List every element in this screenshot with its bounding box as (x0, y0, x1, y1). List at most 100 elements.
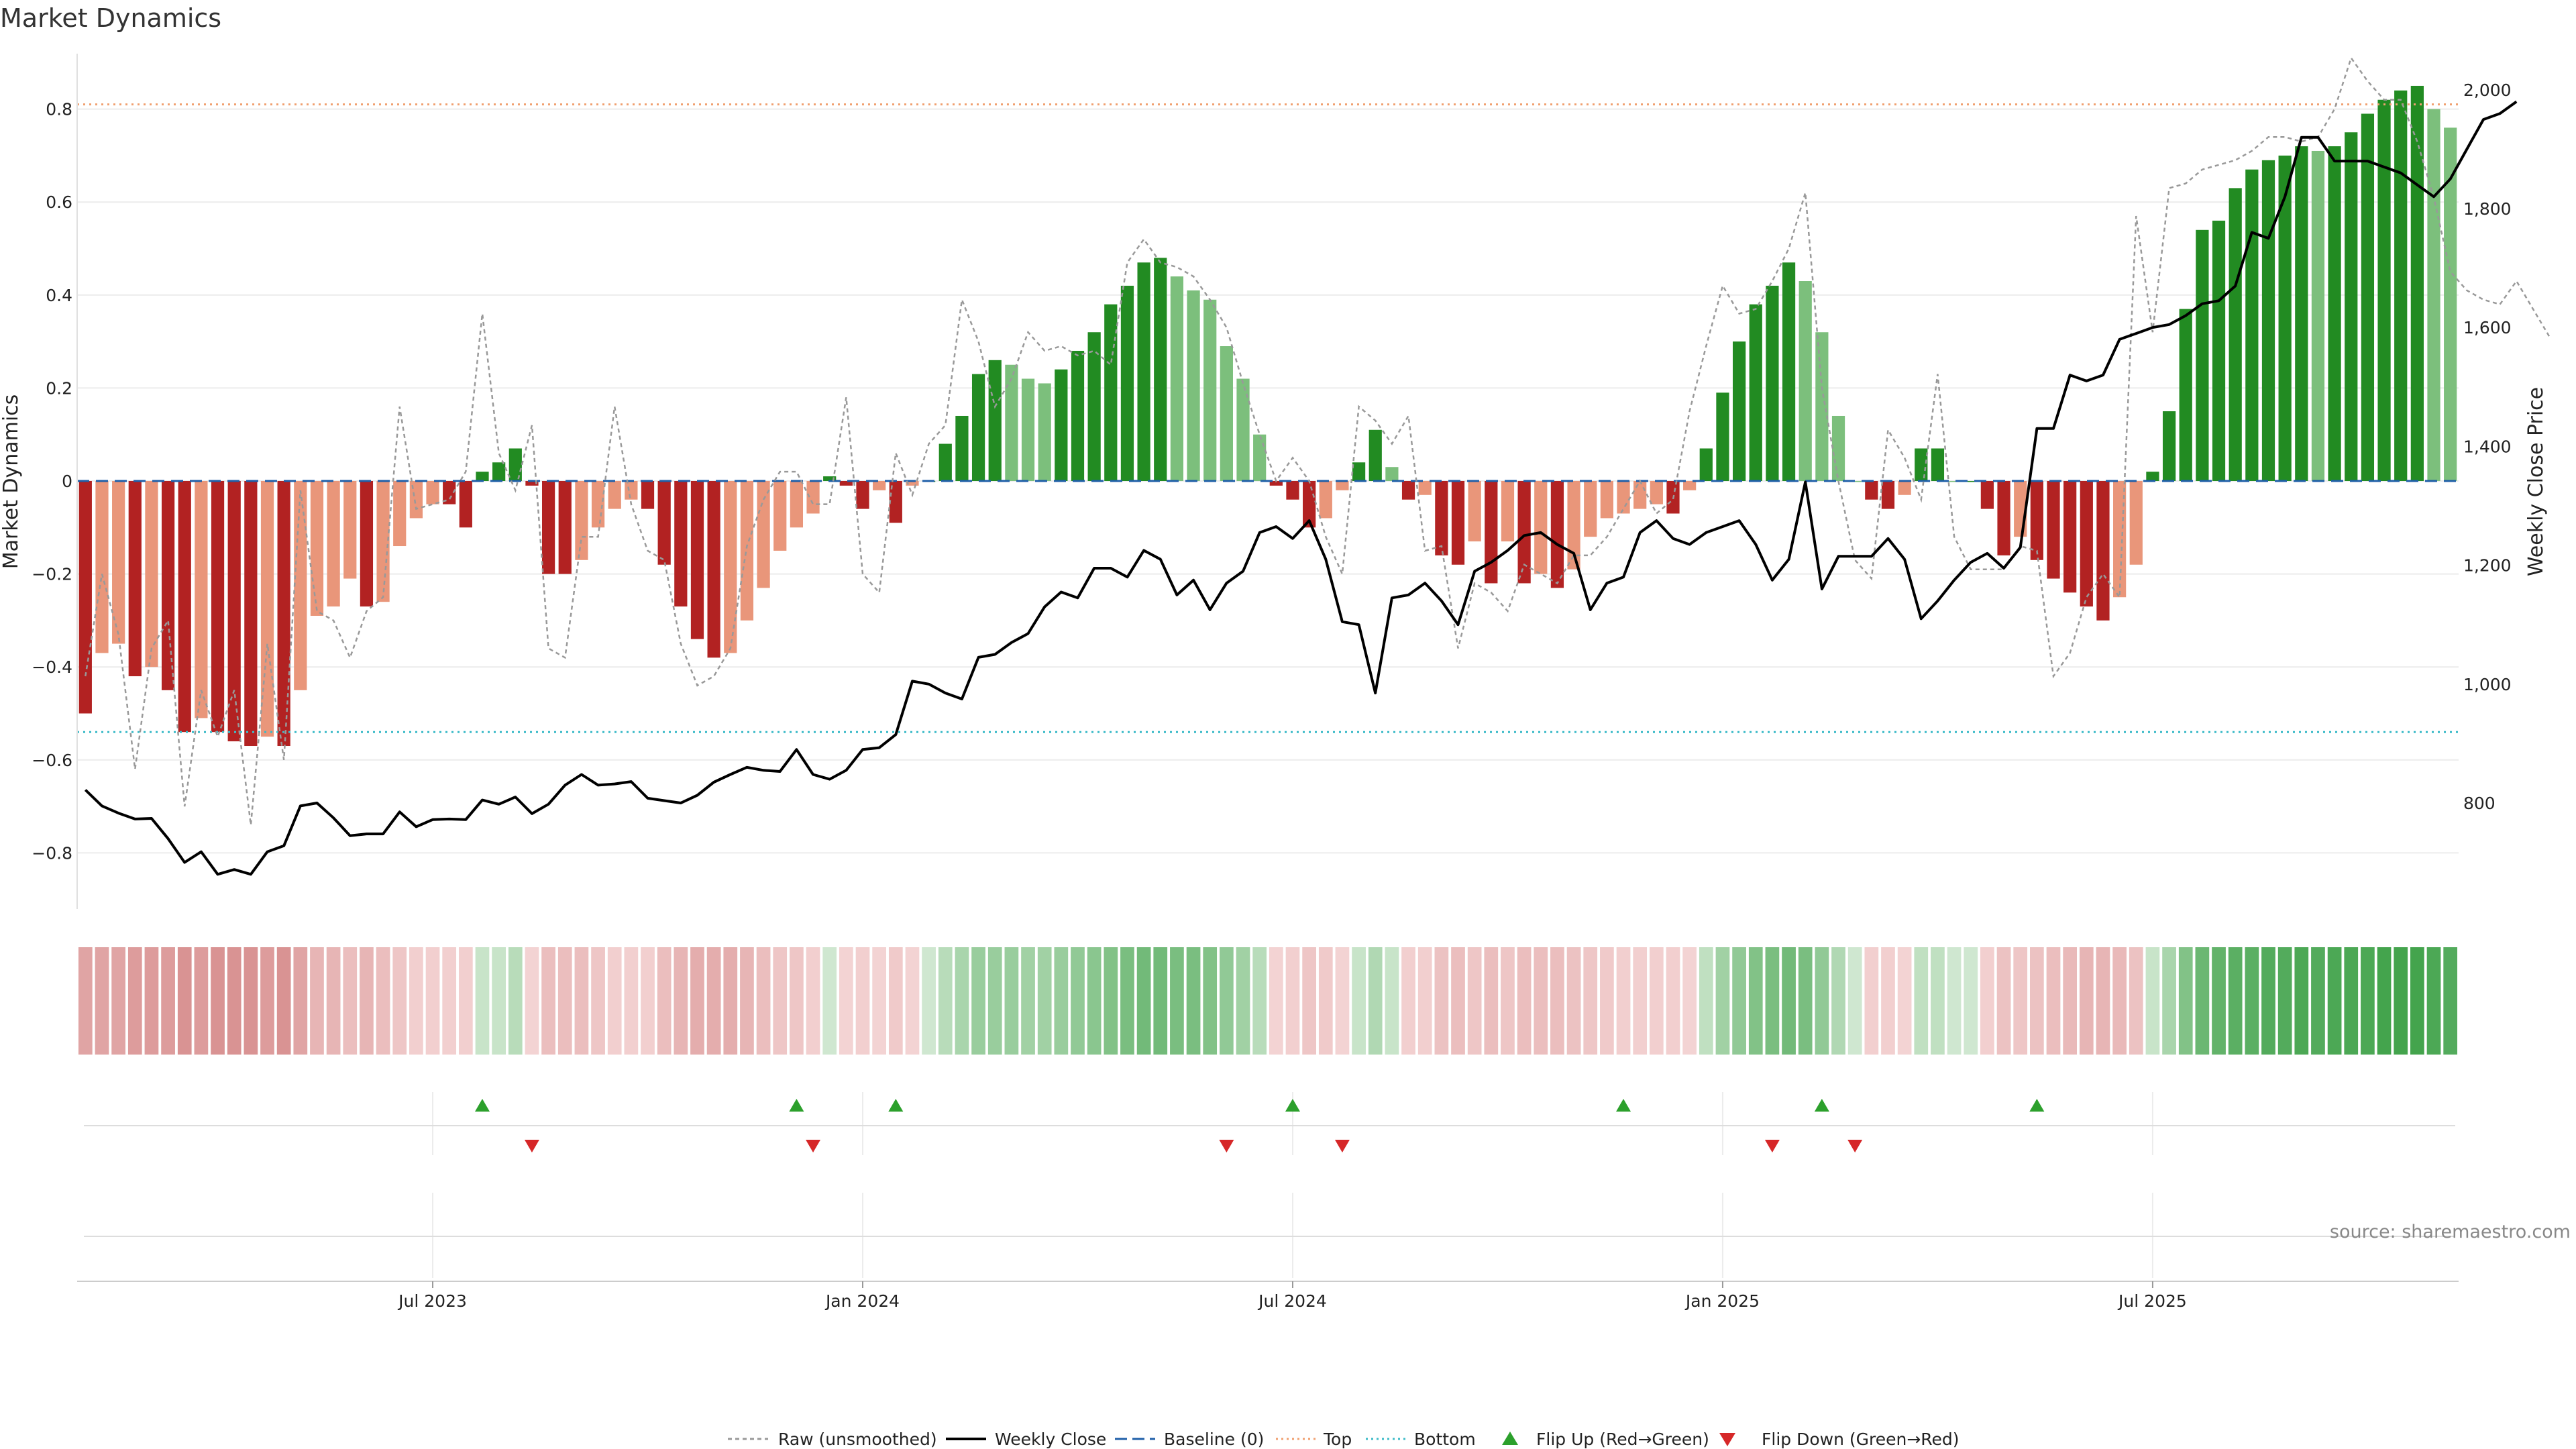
dynamics-bar (1005, 364, 1018, 481)
heatmap-cell (1600, 947, 1614, 1055)
flip-up-marker (474, 1099, 490, 1112)
dynamics-bar (1087, 332, 1101, 481)
dynamics-bar (2278, 155, 2292, 481)
heatmap-cell (2394, 947, 2408, 1055)
dynamics-bar (1236, 378, 1250, 481)
dynamics-bar (2146, 472, 2159, 481)
dynamics-bar (211, 481, 225, 733)
heatmap-cell (2277, 947, 2292, 1055)
dynamics-bar (2096, 481, 2110, 621)
dynamics-bar (1220, 346, 1233, 481)
flip-up-marker (2029, 1099, 2045, 1112)
dynamics-bar (1749, 304, 1762, 481)
dynamics-bar (2261, 160, 2275, 481)
dynamics-bar (128, 481, 142, 677)
heatmap-cell (1964, 947, 1978, 1055)
heatmap-cell (1550, 947, 1564, 1055)
heatmap-cell (525, 947, 539, 1055)
dynamics-bar (971, 374, 985, 481)
dynamics-bar (856, 481, 869, 509)
heatmap-cell (95, 947, 109, 1055)
flip-down-marker (1334, 1140, 1350, 1152)
heatmap-cell (1914, 947, 1929, 1055)
dynamics-bar (1104, 304, 1118, 481)
heatmap-cell (955, 947, 969, 1055)
y-tick-label: 0.2 (46, 378, 72, 398)
heatmap-cell (2443, 947, 2458, 1055)
dynamics-bar (443, 481, 456, 504)
dynamics-bar (1881, 481, 1895, 509)
dynamics-bar (1451, 481, 1465, 565)
dynamics-bar (2129, 481, 2143, 565)
dynamics-bar (558, 481, 572, 574)
bar-layer (78, 85, 2457, 747)
dynamics-bar (1980, 481, 1994, 509)
heatmap-cell (2178, 947, 2193, 1055)
dynamics-bar (1517, 481, 1531, 584)
dynamics-bar (1617, 481, 1630, 514)
dynamics-bar (310, 481, 324, 616)
heatmap-cell (2344, 947, 2359, 1055)
dynamics-bar (2162, 411, 2176, 481)
heatmap-cell (1467, 947, 1482, 1055)
dynamics-bar (1964, 481, 1978, 482)
chart-title: Market Dynamics (0, 3, 221, 33)
heatmap-cell (2030, 947, 2044, 1055)
heatmap-cell (806, 947, 820, 1055)
dynamics-bar (1336, 481, 1349, 490)
dynamics-bar (1055, 369, 1068, 481)
heatmap-cell (1385, 947, 1399, 1055)
dynamics-bar (1683, 481, 1697, 490)
dynamics-bar (277, 481, 290, 747)
dynamics-bar (873, 481, 886, 490)
dynamics-bar (2030, 481, 2043, 560)
heatmap-cell (1037, 947, 1052, 1055)
heatmap-cell (1583, 947, 1598, 1055)
heatmap-cell (442, 947, 457, 1055)
heatmap-cell (855, 947, 870, 1055)
dynamics-bar (1120, 285, 1134, 481)
dynamics-bar (2080, 481, 2093, 607)
heatmap-cell (674, 947, 688, 1055)
heatmap-cell (1220, 947, 1234, 1055)
y-tick-label: −0.2 (32, 565, 72, 584)
dynamics-bar (1831, 415, 1845, 481)
flip-up-marker (888, 1099, 904, 1112)
heatmap-cell (657, 947, 672, 1055)
heatmap-cell (1087, 947, 1102, 1055)
heatmap-cell (2361, 947, 2375, 1055)
dynamics-bar (1468, 481, 1481, 542)
heatmap-cell (2195, 947, 2210, 1055)
flip-down-marker (1764, 1140, 1780, 1152)
heatmap-cell (260, 947, 274, 1055)
heatmap-cell (1881, 947, 1895, 1055)
dynamics-bar (1203, 299, 1217, 481)
dynamics-bar (1584, 481, 1597, 537)
heatmap-cell (508, 947, 523, 1055)
heatmap-cell (1318, 947, 1333, 1055)
dynamics-bar (2377, 99, 2391, 482)
dynamics-bar (2410, 85, 2424, 481)
y2-tick-label: 1,600 (2463, 318, 2512, 337)
dynamics-bar (1650, 481, 1663, 504)
legend-flip-up-marker (1502, 1432, 1518, 1445)
dynamics-bar (757, 481, 770, 588)
heatmap-cell (1897, 947, 1912, 1055)
dynamics-bar (1253, 434, 1267, 481)
heatmap-cell (905, 947, 920, 1055)
heatmap-cell (1980, 947, 1994, 1055)
heatmap-cell (1566, 947, 1581, 1055)
heatmap-cell (360, 947, 374, 1055)
heatmap-cell (1616, 947, 1631, 1055)
heatmap-cell (2377, 947, 2392, 1055)
dynamics-bar (2311, 150, 2325, 481)
x-tick-label: Jan 2025 (1684, 1291, 1760, 1311)
heatmap-cell (2145, 947, 2160, 1055)
dynamics-bar (1319, 481, 1332, 519)
dynamics-bar (1303, 481, 1316, 528)
heatmap-cell (2129, 947, 2143, 1055)
x-tick-label: Jul 2024 (1257, 1291, 1327, 1311)
heatmap-cell (938, 947, 953, 1055)
dynamics-bar (426, 481, 439, 504)
